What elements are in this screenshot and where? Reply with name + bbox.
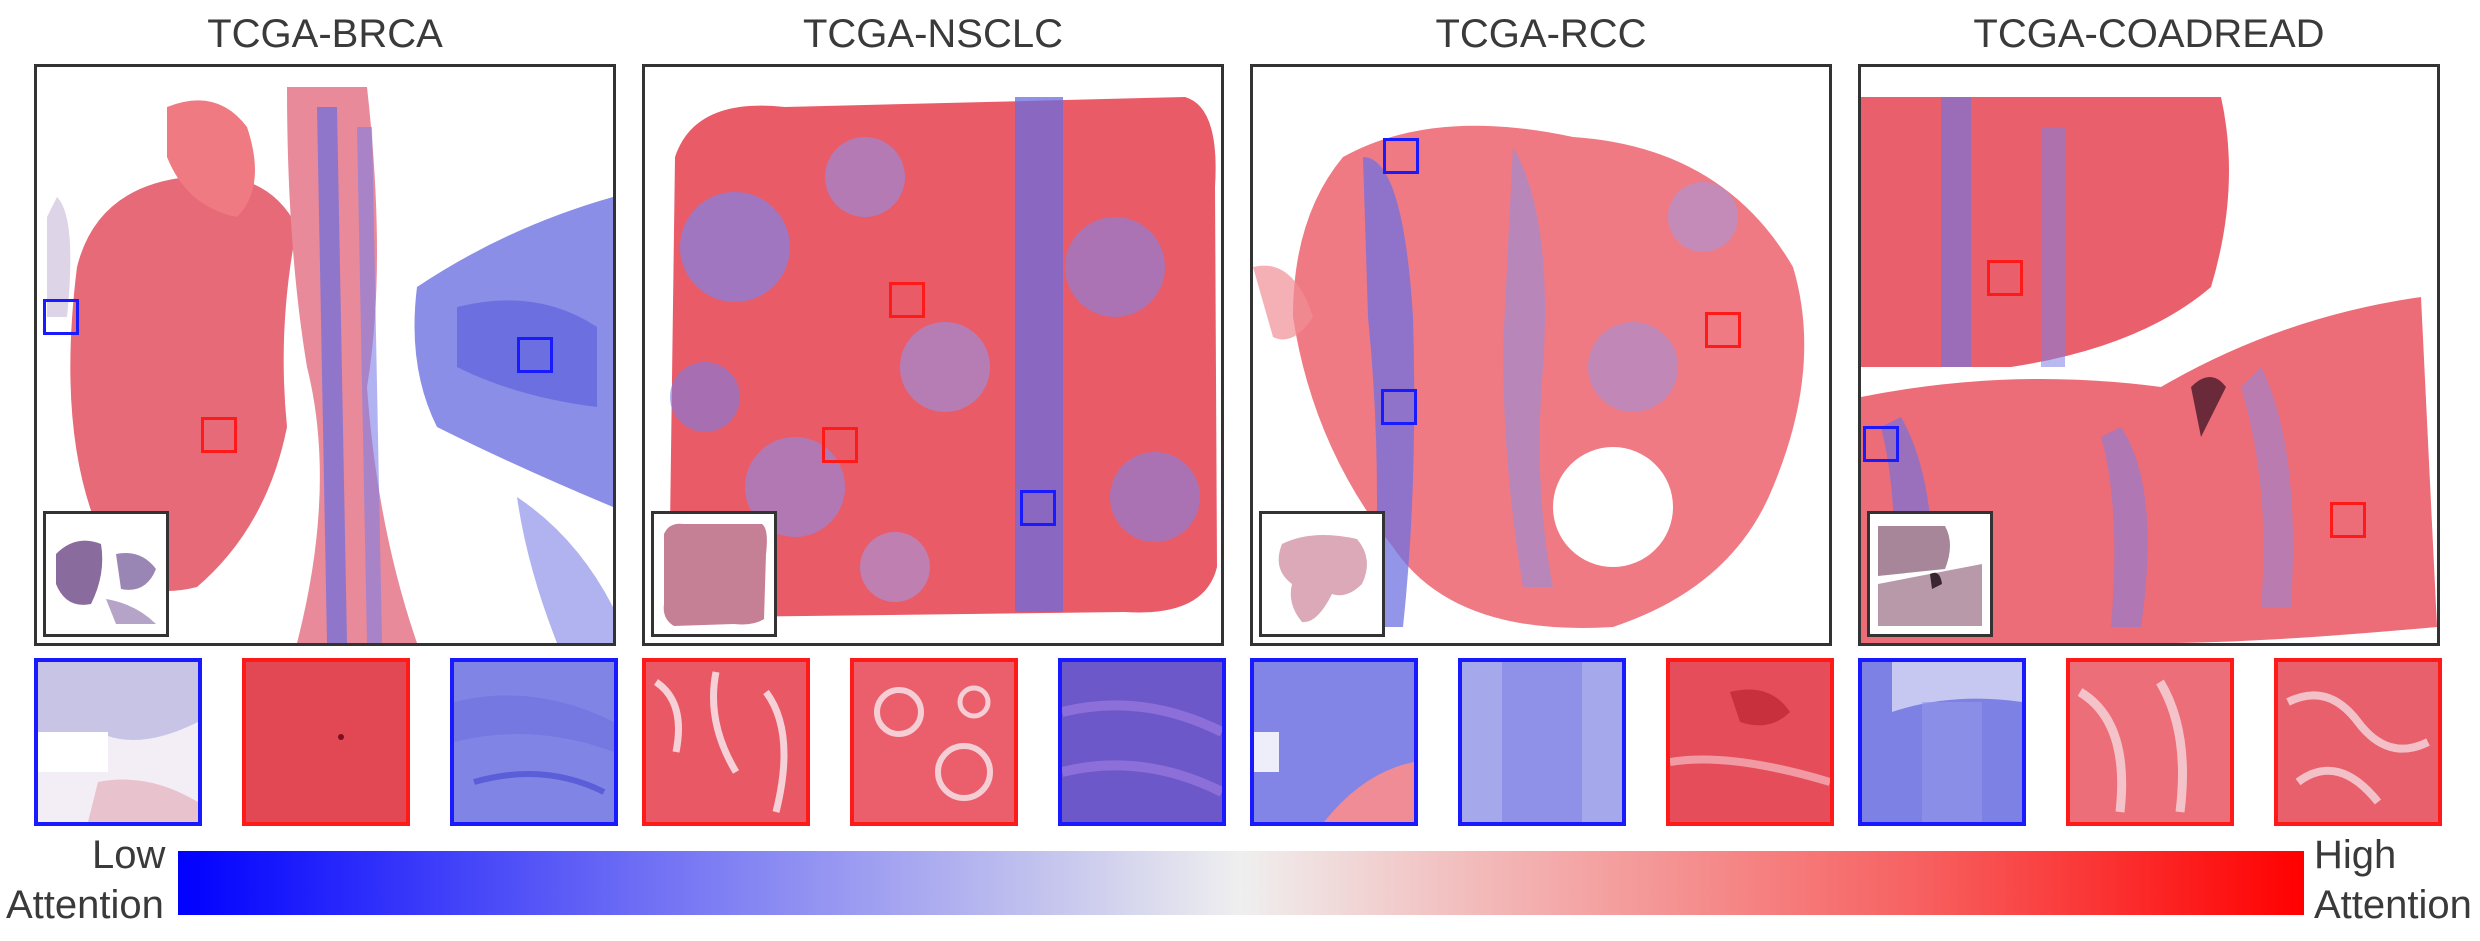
slide-thumbnail <box>43 511 169 637</box>
roi-box <box>1383 138 1419 174</box>
patch-nsclc-2 <box>850 658 1018 826</box>
patch-nsclc-1 <box>642 658 810 826</box>
attention-heatmap <box>645 67 1221 643</box>
patch-brca-1 <box>34 658 202 826</box>
patch-brca-2 <box>242 658 410 826</box>
slide-thumbnail <box>1867 511 1993 637</box>
colorbar-high-label-line2: Attention <box>2314 883 2472 927</box>
roi-box <box>1705 312 1741 348</box>
patch-rcc-3 <box>1666 658 1834 826</box>
panel-title-brca: TCGA-BRCA <box>207 12 443 56</box>
roi-box <box>201 417 237 453</box>
roi-box <box>1987 260 2023 296</box>
roi-box <box>822 427 858 463</box>
roi-box <box>1020 490 1056 526</box>
panel-title-nsclc: TCGA-NSCLC <box>802 12 1064 56</box>
roi-box <box>2330 502 2366 538</box>
slide-thumbnail <box>1259 511 1385 637</box>
colorbar-high-label-line1: High <box>2314 833 2397 877</box>
colorbar-low-label-line2: Attention <box>6 883 164 927</box>
patch-brca-3 <box>450 658 618 826</box>
roi-box <box>517 337 553 373</box>
patch-coadread-2 <box>2066 658 2234 826</box>
patch-rcc-2 <box>1458 658 1626 826</box>
patch-coadread-3 <box>2274 658 2442 826</box>
roi-box <box>43 299 79 335</box>
attention-heatmap <box>37 67 613 643</box>
roi-box <box>889 282 925 318</box>
panel-title-coadread: TCGA-COADREAD <box>1973 12 2325 56</box>
patch-nsclc-3 <box>1058 658 1226 826</box>
panel-title-rcc: TCGA-RCC <box>1435 12 1647 56</box>
patch-coadread-1 <box>1858 658 2026 826</box>
roi-box <box>1863 426 1899 462</box>
attention-heatmap <box>1861 67 2437 643</box>
colorbar-low-label-line1: Low <box>92 833 166 877</box>
heatmap-panel-rcc <box>1250 64 1832 646</box>
heatmap-panel-nsclc <box>642 64 1224 646</box>
roi-box <box>1381 389 1417 425</box>
patch-rcc-1 <box>1250 658 1418 826</box>
slide-thumbnail <box>651 511 777 637</box>
heatmap-panel-brca <box>34 64 616 646</box>
heatmap-panel-coadread <box>1858 64 2440 646</box>
attention-colorbar <box>178 851 2304 915</box>
